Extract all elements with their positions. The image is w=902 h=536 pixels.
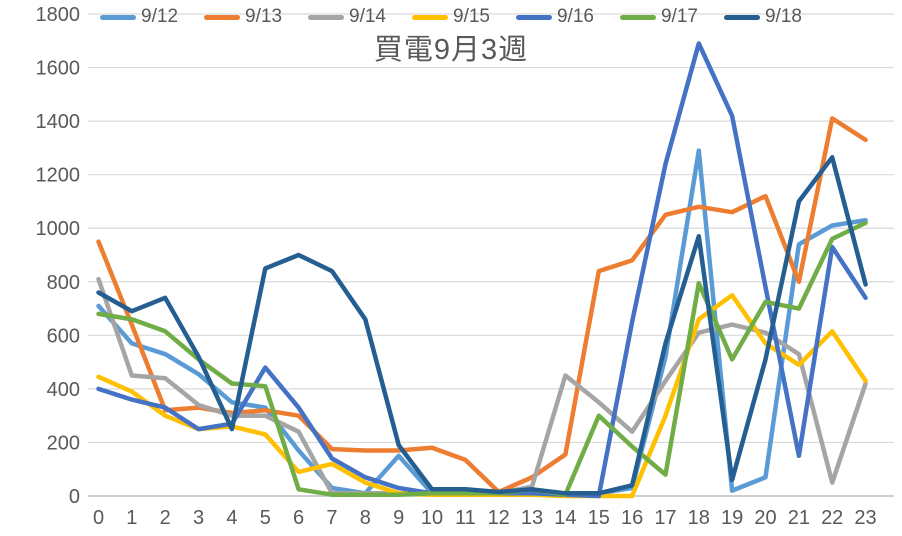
legend-label: 9/16 bbox=[556, 6, 594, 27]
x-axis-tick: 16 bbox=[621, 507, 643, 529]
x-axis-tick: 4 bbox=[226, 507, 237, 529]
legend-item-9/14[interactable]: 9/14 bbox=[308, 6, 386, 28]
legend-label: 9/14 bbox=[349, 6, 386, 27]
y-axis-tick: 200 bbox=[47, 432, 80, 454]
series-line-9/16[interactable] bbox=[96, 41, 868, 499]
series-line-9/18[interactable] bbox=[96, 155, 868, 496]
x-axis-tick: 3 bbox=[193, 507, 204, 529]
x-axis-tick: 5 bbox=[260, 507, 271, 529]
x-axis-tick: 21 bbox=[788, 507, 810, 529]
y-axis-tick: 600 bbox=[47, 325, 80, 347]
legend-item-9/18[interactable]: 9/18 bbox=[723, 6, 802, 28]
legend-swatch-icon bbox=[723, 14, 760, 20]
x-axis-tick: 8 bbox=[360, 507, 371, 529]
y-axis-tick: 800 bbox=[47, 272, 80, 294]
legend-swatch-icon bbox=[515, 14, 552, 20]
x-axis-tick: 9 bbox=[393, 507, 404, 529]
x-axis-tick: 19 bbox=[721, 507, 743, 529]
y-axis-tick: 1000 bbox=[36, 218, 81, 240]
x-axis-tick: 17 bbox=[654, 507, 676, 529]
x-axis-tick: 15 bbox=[588, 507, 610, 529]
x-axis-tick: 11 bbox=[455, 507, 476, 529]
series-line-9/17[interactable] bbox=[96, 220, 868, 497]
legend-label: 9/12 bbox=[141, 6, 179, 27]
legend-swatch-icon bbox=[619, 14, 656, 20]
legend-swatch-icon bbox=[204, 14, 241, 20]
chart-legend: 9/12 9/13 9/14 9/15 9/16 9/17 9/18 bbox=[0, 6, 902, 28]
x-axis-tick: 1 bbox=[126, 507, 137, 529]
legend-swatch-icon bbox=[412, 14, 448, 20]
y-axis-tick: 400 bbox=[47, 379, 80, 401]
x-axis-tick: 13 bbox=[521, 507, 543, 529]
legend-label: 9/17 bbox=[660, 6, 698, 27]
x-axis-tick: 12 bbox=[488, 507, 510, 529]
x-axis-tick: 22 bbox=[821, 507, 843, 529]
legend-label: 9/18 bbox=[764, 6, 802, 27]
x-axis-tick: 0 bbox=[93, 507, 104, 529]
y-axis-tick: 1600 bbox=[36, 58, 81, 80]
y-axis-tick: 0 bbox=[69, 486, 80, 508]
legend-item-9/15[interactable]: 9/15 bbox=[412, 6, 490, 28]
x-axis-tick: 14 bbox=[554, 507, 576, 529]
x-axis-tick: 23 bbox=[854, 507, 876, 529]
y-axis-tick: 1800 bbox=[36, 4, 81, 26]
x-axis-tick: 6 bbox=[293, 507, 304, 529]
legend-swatch-icon bbox=[308, 14, 345, 20]
legend-item-9/12[interactable]: 9/12 bbox=[100, 6, 178, 28]
legend-item-9/17[interactable]: 9/17 bbox=[619, 6, 698, 28]
x-axis-tick: 7 bbox=[326, 507, 337, 529]
x-axis-tick: 20 bbox=[754, 507, 776, 529]
legend-label: 9/13 bbox=[245, 6, 283, 27]
legend-label: 9/15 bbox=[453, 6, 490, 27]
y-axis-tick: 1400 bbox=[36, 111, 81, 133]
y-axis-tick: 1200 bbox=[36, 165, 81, 187]
legend-swatch-icon bbox=[100, 14, 137, 20]
chart-title[interactable]: 買電9月3週 bbox=[373, 34, 529, 66]
x-axis-tick: 18 bbox=[688, 507, 710, 529]
legend-item-9/16[interactable]: 9/16 bbox=[515, 6, 594, 28]
x-axis-tick: 10 bbox=[421, 507, 443, 529]
legend-item-9/13[interactable]: 9/13 bbox=[204, 6, 282, 28]
x-axis-tick: 2 bbox=[160, 507, 171, 529]
